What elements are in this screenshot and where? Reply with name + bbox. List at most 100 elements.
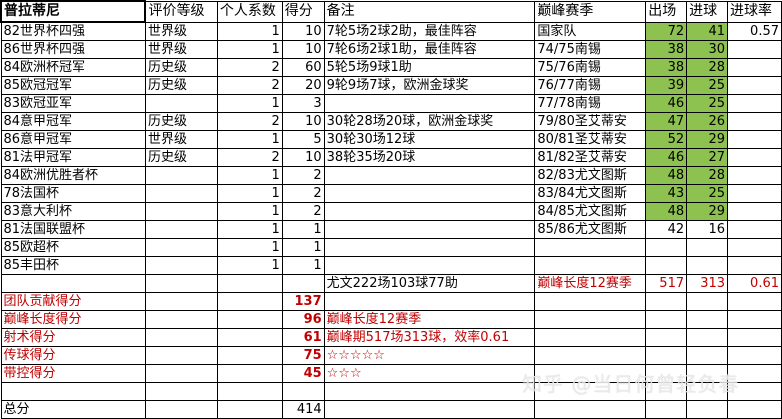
cell-appearances[interactable]: 43 <box>645 184 688 203</box>
cell-peak-season[interactable] <box>534 292 647 311</box>
cell-goals[interactable] <box>686 310 729 329</box>
cell-peak-season[interactable]: 83/84尤文图斯 <box>534 184 647 203</box>
cell-goals[interactable]: 28 <box>686 58 729 77</box>
cell-note[interactable]: 尤文222场103球77助 <box>323 274 536 293</box>
cell-score[interactable]: 2 <box>281 166 325 185</box>
cell-score[interactable]: 10 <box>281 40 325 59</box>
cell-appearances[interactable] <box>645 346 688 365</box>
cell-note[interactable]: 9轮9场7球，欧洲金球奖 <box>323 76 536 95</box>
cell-note[interactable]: 30轮28场20球，欧洲金球奖 <box>323 112 536 131</box>
cell-appearances[interactable] <box>645 328 688 347</box>
cell-note[interactable]: 7轮5场2球2助，最佳阵容 <box>323 21 536 41</box>
cell-coefficient[interactable] <box>216 346 283 365</box>
cell-coefficient[interactable] <box>216 274 283 293</box>
cell-appearances[interactable]: 72 <box>645 21 688 41</box>
cell-score[interactable]: 61 <box>281 328 325 347</box>
cell-appearances[interactable]: 38 <box>645 40 688 59</box>
cell-goal-rate[interactable] <box>727 310 782 329</box>
cell-score[interactable]: 1 <box>281 256 325 275</box>
cell-appearances[interactable] <box>645 292 688 311</box>
cell-score[interactable]: 5 <box>281 130 325 149</box>
cell-goals[interactable]: 25 <box>686 184 729 203</box>
cell-appearances[interactable]: 38 <box>645 58 688 77</box>
cell-item[interactable]: 85欧超杯 <box>0 238 146 257</box>
cell-peak-season[interactable] <box>534 328 647 347</box>
cell-goals[interactable] <box>686 256 729 275</box>
cell-goal-rate[interactable] <box>727 148 782 167</box>
cell-item[interactable]: 84意甲冠军 <box>0 112 146 131</box>
cell-goals[interactable] <box>686 346 729 365</box>
cell-note[interactable] <box>323 256 536 275</box>
cell-goal-rate[interactable] <box>727 238 782 257</box>
cell-appearances[interactable]: 48 <box>645 202 688 221</box>
cell-goals[interactable]: 25 <box>686 76 729 95</box>
cell-score[interactable]: 96 <box>281 310 325 329</box>
cell-goals[interactable] <box>686 292 729 311</box>
cell-grade[interactable] <box>144 256 218 275</box>
cell-item[interactable]: 81法甲冠军 <box>0 148 146 167</box>
cell-score[interactable]: 2 <box>281 184 325 203</box>
cell-coefficient[interactable] <box>216 382 283 401</box>
cell-grade[interactable]: 世界级 <box>144 21 218 41</box>
cell-goals[interactable]: 27 <box>686 148 729 167</box>
cell-goals[interactable]: 16 <box>686 220 729 239</box>
cell-item[interactable]: 84欧洲优胜者杯 <box>0 166 146 185</box>
cell-coefficient[interactable] <box>216 310 283 329</box>
cell-peak-season[interactable]: 巅峰长度12赛季 <box>534 274 647 293</box>
cell-goal-rate[interactable] <box>727 40 782 59</box>
cell-score[interactable]: 2 <box>281 202 325 221</box>
cell-grade[interactable] <box>144 382 218 401</box>
cell-goal-rate[interactable] <box>727 328 782 347</box>
cell-peak-season[interactable]: 74/75南锡 <box>534 40 647 59</box>
cell-grade[interactable]: 世界级 <box>144 130 218 149</box>
cell-score[interactable]: 10 <box>281 21 325 41</box>
cell-appearances[interactable]: 52 <box>645 130 688 149</box>
cell-score[interactable]: 10 <box>281 112 325 131</box>
header-appearances[interactable]: 出场 <box>645 0 688 23</box>
cell-coefficient[interactable] <box>216 328 283 347</box>
cell-goals[interactable]: 313 <box>686 274 729 293</box>
cell-score[interactable]: 1 <box>281 220 325 239</box>
cell-item[interactable] <box>0 382 146 401</box>
cell-item[interactable]: 巅峰长度得分 <box>0 310 146 329</box>
cell-appearances[interactable] <box>645 256 688 275</box>
cell-grade[interactable] <box>144 274 218 293</box>
cell-peak-season[interactable] <box>534 256 647 275</box>
cell-appearances[interactable]: 517 <box>645 274 688 293</box>
cell-note[interactable]: 38轮35场20球 <box>323 148 536 167</box>
cell-peak-season[interactable] <box>534 238 647 257</box>
cell-note[interactable] <box>323 166 536 185</box>
cell-coefficient[interactable]: 2 <box>216 112 283 131</box>
cell-coefficient[interactable] <box>216 292 283 311</box>
cell-appearances[interactable] <box>645 310 688 329</box>
cell-item[interactable]: 84欧洲杯冠军 <box>0 58 146 77</box>
cell-goal-rate[interactable] <box>727 220 782 239</box>
cell-goals[interactable]: 30 <box>686 40 729 59</box>
cell-goal-rate[interactable]: 0.61 <box>727 274 782 293</box>
cell-note[interactable] <box>323 202 536 221</box>
cell-peak-season[interactable]: 80/81圣艾蒂安 <box>534 130 647 149</box>
header-goals[interactable]: 进球 <box>686 0 729 23</box>
cell-item[interactable]: 86世界杯四强 <box>0 40 146 59</box>
cell-note[interactable] <box>323 184 536 203</box>
cell-note[interactable] <box>323 238 536 257</box>
cell-coefficient[interactable]: 1 <box>216 40 283 59</box>
cell-note[interactable] <box>323 292 536 311</box>
cell-note[interactable]: ☆☆☆☆☆ <box>323 346 536 365</box>
cell-item[interactable]: 83意大利杯 <box>0 202 146 221</box>
cell-item[interactable]: 团队贡献得分 <box>0 292 146 311</box>
cell-appearances[interactable]: 39 <box>645 76 688 95</box>
cell-item[interactable] <box>0 274 146 293</box>
cell-grade[interactable] <box>144 238 218 257</box>
cell-appearances[interactable] <box>645 238 688 257</box>
cell-item[interactable]: 传球得分 <box>0 346 146 365</box>
cell-goals[interactable] <box>686 328 729 347</box>
cell-score[interactable]: 45 <box>281 364 325 383</box>
cell-appearances[interactable]: 42 <box>645 220 688 239</box>
cell-note[interactable]: 巅峰长度12赛季 <box>323 310 536 329</box>
cell-appearances[interactable]: 48 <box>645 166 688 185</box>
cell-peak-season[interactable] <box>534 346 647 365</box>
cell-goal-rate[interactable] <box>727 94 782 113</box>
cell-note[interactable] <box>323 220 536 239</box>
cell-grade[interactable]: 历史级 <box>144 148 218 167</box>
